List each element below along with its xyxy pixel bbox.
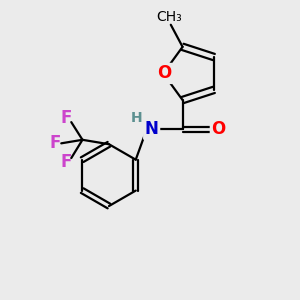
Text: F: F — [60, 109, 72, 127]
Text: O: O — [212, 121, 226, 139]
Text: H: H — [131, 111, 143, 125]
Text: O: O — [158, 64, 172, 82]
Text: F: F — [49, 134, 61, 152]
Text: F: F — [60, 154, 72, 172]
Text: N: N — [145, 121, 159, 139]
Text: CH₃: CH₃ — [157, 10, 182, 23]
